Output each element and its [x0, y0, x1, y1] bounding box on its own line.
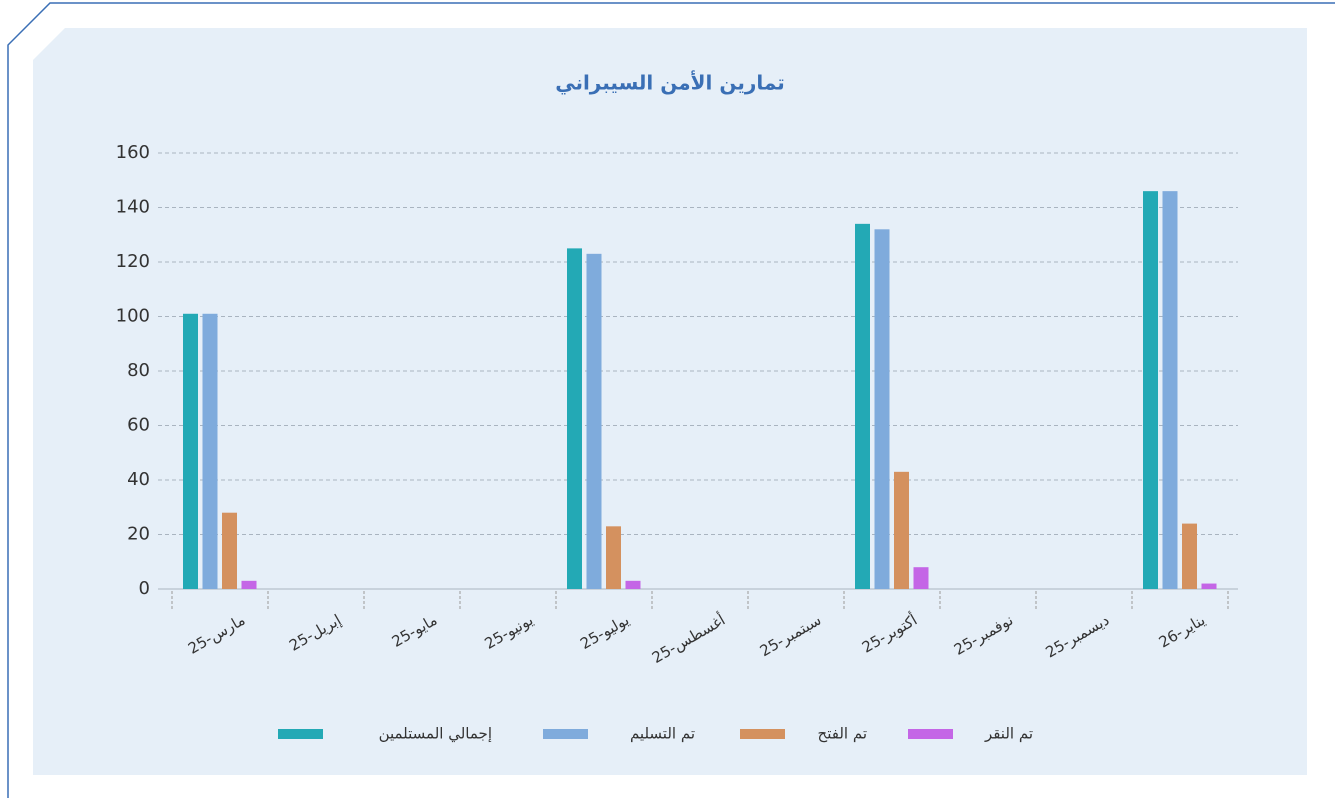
y-tick-label: 100	[116, 306, 150, 327]
y-tick-label: 40	[127, 469, 150, 490]
legend-swatch	[278, 729, 323, 739]
legend-label: تم الفتح	[818, 725, 867, 743]
bar	[1143, 191, 1158, 589]
legend-label: إجمالي المستلمين	[379, 725, 492, 744]
y-tick-label: 60	[127, 415, 150, 436]
y-tick-label: 120	[116, 251, 150, 272]
bar	[586, 253, 602, 589]
legend-swatch	[908, 729, 953, 739]
bar	[567, 248, 582, 589]
frame	[7, 2, 1335, 798]
legend-label: تم التسليم	[630, 725, 695, 743]
bar	[1162, 191, 1178, 589]
legend-swatch	[543, 729, 588, 739]
bar	[202, 313, 218, 589]
panel	[33, 28, 1307, 775]
bar	[855, 223, 870, 589]
bar	[606, 526, 621, 589]
bar	[183, 313, 198, 589]
y-tick-label: 0	[139, 578, 150, 599]
bar	[913, 567, 929, 589]
y-tick-label: 80	[127, 360, 150, 381]
bar	[222, 512, 237, 589]
legend-label: تم النقر	[984, 725, 1033, 743]
bar	[1182, 523, 1197, 589]
y-tick-label: 160	[116, 142, 150, 163]
bar	[625, 580, 641, 589]
y-tick-label: 20	[127, 524, 150, 545]
bar	[874, 229, 890, 590]
legend-swatch	[740, 729, 785, 739]
y-tick-label: 140	[116, 197, 150, 218]
bar	[1201, 583, 1217, 589]
bar	[894, 471, 909, 589]
chart-title: تمارين الأمن السيبراني	[555, 70, 785, 96]
bar	[241, 580, 257, 589]
